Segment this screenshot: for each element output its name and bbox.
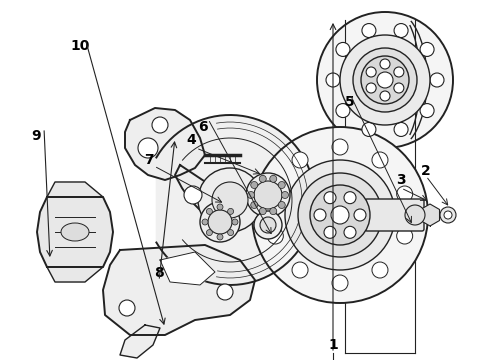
Text: 10: 10 (70, 39, 90, 53)
Circle shape (292, 262, 308, 278)
Circle shape (361, 56, 409, 104)
Circle shape (336, 42, 350, 57)
Circle shape (292, 152, 308, 168)
Circle shape (362, 122, 376, 136)
Circle shape (326, 73, 340, 87)
Circle shape (336, 104, 350, 118)
Circle shape (354, 209, 366, 221)
Circle shape (138, 138, 158, 158)
Circle shape (212, 182, 248, 218)
Circle shape (217, 284, 233, 300)
Polygon shape (125, 108, 205, 180)
Circle shape (152, 117, 168, 133)
Circle shape (310, 185, 370, 245)
Circle shape (281, 192, 289, 198)
Circle shape (285, 160, 395, 270)
Polygon shape (47, 182, 103, 197)
Circle shape (217, 234, 223, 240)
Circle shape (251, 202, 258, 208)
Circle shape (208, 210, 232, 234)
Polygon shape (120, 325, 160, 358)
Circle shape (377, 72, 393, 88)
Circle shape (362, 23, 376, 37)
Circle shape (246, 173, 290, 217)
Circle shape (380, 59, 390, 69)
Polygon shape (103, 245, 255, 335)
Circle shape (268, 228, 283, 244)
Circle shape (444, 211, 452, 219)
Circle shape (397, 228, 413, 244)
Circle shape (260, 217, 276, 233)
Circle shape (268, 186, 283, 202)
Circle shape (206, 230, 212, 235)
Circle shape (394, 122, 408, 136)
Circle shape (380, 91, 390, 101)
Text: 2: 2 (421, 164, 431, 178)
Circle shape (254, 211, 282, 239)
Circle shape (202, 219, 208, 225)
Circle shape (270, 208, 277, 215)
Text: 8: 8 (154, 266, 164, 280)
Circle shape (232, 219, 238, 225)
Circle shape (324, 226, 336, 238)
Ellipse shape (61, 223, 89, 241)
Circle shape (254, 181, 282, 209)
Circle shape (259, 175, 266, 182)
Polygon shape (37, 197, 113, 267)
Circle shape (397, 186, 413, 202)
Circle shape (251, 181, 258, 189)
Circle shape (340, 35, 430, 125)
Circle shape (270, 175, 277, 182)
Text: 4: 4 (186, 133, 196, 147)
Text: 7: 7 (144, 153, 154, 167)
Text: 3: 3 (396, 173, 406, 187)
Polygon shape (160, 252, 215, 285)
Circle shape (372, 262, 388, 278)
Circle shape (247, 192, 254, 198)
Circle shape (332, 139, 348, 155)
Circle shape (353, 48, 417, 112)
Circle shape (206, 208, 212, 215)
Polygon shape (47, 267, 103, 282)
Text: 9: 9 (31, 129, 41, 143)
Circle shape (324, 192, 336, 204)
Circle shape (430, 73, 444, 87)
Circle shape (228, 208, 234, 215)
Circle shape (344, 226, 356, 238)
Text: 1: 1 (328, 338, 338, 352)
Circle shape (200, 202, 240, 242)
Polygon shape (175, 165, 220, 215)
Circle shape (405, 205, 425, 225)
Circle shape (394, 83, 404, 93)
Circle shape (119, 300, 135, 316)
Circle shape (440, 207, 456, 223)
Circle shape (332, 275, 348, 291)
Circle shape (394, 67, 404, 77)
Circle shape (366, 83, 376, 93)
Circle shape (298, 173, 382, 257)
Circle shape (228, 230, 234, 235)
Circle shape (366, 67, 376, 77)
Text: 6: 6 (198, 120, 208, 134)
Circle shape (331, 206, 349, 224)
FancyBboxPatch shape (365, 199, 424, 231)
Circle shape (420, 42, 434, 57)
Text: 5: 5 (345, 95, 355, 109)
Circle shape (259, 208, 266, 215)
Circle shape (217, 204, 223, 210)
Circle shape (198, 168, 262, 232)
Circle shape (420, 104, 434, 118)
Polygon shape (156, 115, 315, 285)
Circle shape (278, 202, 285, 208)
Circle shape (372, 152, 388, 168)
Circle shape (394, 23, 408, 37)
Circle shape (314, 209, 326, 221)
Circle shape (278, 181, 285, 189)
Circle shape (344, 192, 356, 204)
Circle shape (252, 127, 428, 303)
Circle shape (184, 186, 202, 204)
Circle shape (317, 12, 453, 148)
